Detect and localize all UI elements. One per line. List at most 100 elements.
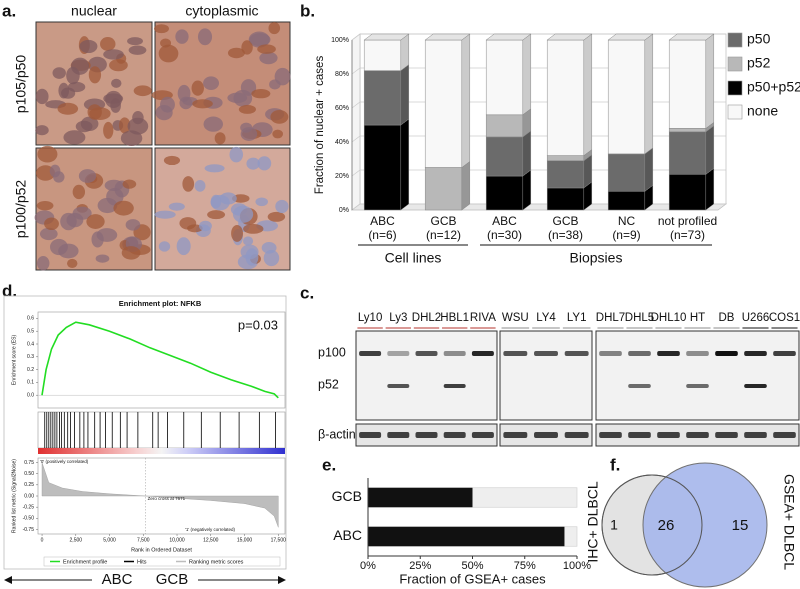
band xyxy=(744,384,767,388)
bar-segment xyxy=(546,155,585,161)
cell-nucleus xyxy=(120,130,143,147)
cell-nucleus xyxy=(86,214,105,229)
bar-segment xyxy=(485,136,524,177)
band xyxy=(387,432,410,438)
cell-nucleus xyxy=(88,66,102,84)
x-tick-label: 2,500 xyxy=(70,537,83,543)
cell-nucleus xyxy=(191,80,204,96)
y-tick-label: 60% xyxy=(335,105,349,112)
direction-label: ABC xyxy=(102,571,133,588)
cell-nucleus xyxy=(243,223,264,234)
y-tick-label: ABC xyxy=(333,527,362,543)
cell-nucleus xyxy=(121,246,141,260)
legend-label: none xyxy=(747,103,778,119)
y-tick-label: 0.5 xyxy=(27,329,34,335)
lane-label: WSU xyxy=(502,312,529,324)
bar-segment xyxy=(668,39,707,129)
y-axis-label: Ranked list metric (Signal2Noise) xyxy=(11,459,17,533)
legend-swatch xyxy=(727,56,743,72)
bar-segment xyxy=(668,128,707,133)
band xyxy=(387,351,410,356)
x-tick-note: (n=38) xyxy=(548,228,583,242)
cell-nucleus xyxy=(79,39,98,54)
y-tick-label: -0.25 xyxy=(23,505,35,511)
row-label: β-actin xyxy=(318,427,356,441)
band xyxy=(686,351,709,356)
x-tick-label: 25% xyxy=(409,560,431,572)
x-tick-label: ABC xyxy=(492,214,517,228)
bar-segment xyxy=(363,124,402,211)
bar-segment xyxy=(363,70,402,126)
x-axis-label: Rank in Ordered Dataset xyxy=(131,547,192,553)
lane-label: LY4 xyxy=(536,312,556,324)
cell-nucleus xyxy=(177,84,191,102)
band xyxy=(715,432,738,438)
cell-nucleus xyxy=(267,211,286,222)
lane-label: DHL10 xyxy=(651,312,687,324)
arrow-head xyxy=(4,576,12,584)
bar-side xyxy=(522,130,532,177)
row-label: p100 xyxy=(318,345,346,359)
panel-label: c. xyxy=(300,283,314,302)
cell-nucleus xyxy=(270,110,289,124)
venn-count: 1 xyxy=(610,517,618,533)
cell-nucleus xyxy=(63,130,86,145)
cell-nucleus xyxy=(154,24,169,34)
cell-nucleus xyxy=(257,44,276,54)
bar-segment xyxy=(546,187,585,211)
metric-area xyxy=(41,462,279,528)
y-tick-label: 20% xyxy=(335,173,349,180)
bar-side xyxy=(644,33,654,155)
bar-segment xyxy=(607,39,646,155)
venn-count: 15 xyxy=(732,517,749,534)
cell-nucleus xyxy=(255,197,268,207)
band xyxy=(773,432,796,438)
bar-side xyxy=(705,33,715,129)
cell-nucleus xyxy=(111,78,122,88)
lane-label: U266 xyxy=(742,312,770,324)
set-label: IHC+ DLBCL xyxy=(585,481,601,563)
x-tick-label: 100% xyxy=(563,560,591,572)
bar-side xyxy=(400,118,410,211)
x-tick-label: 0 xyxy=(41,537,44,543)
cell-nucleus xyxy=(125,219,141,231)
cell-nucleus xyxy=(168,202,185,211)
band xyxy=(599,351,622,356)
cell-nucleus xyxy=(66,258,78,268)
cell-nucleus xyxy=(176,237,191,256)
grid-line xyxy=(351,101,726,109)
cell-nucleus xyxy=(192,99,213,109)
bar-top xyxy=(607,33,654,41)
band xyxy=(534,432,558,438)
cell-nucleus xyxy=(66,212,84,228)
legend-label: Enrichment profile xyxy=(63,559,107,565)
cell-nucleus xyxy=(109,59,128,72)
annotation: p=0.03 xyxy=(238,317,278,332)
cell-nucleus xyxy=(37,145,58,163)
band xyxy=(359,351,382,356)
bar-segment xyxy=(485,39,524,116)
x-tick-label: 0% xyxy=(360,560,376,572)
cell-nucleus xyxy=(160,96,175,113)
row-label: p105/p50 xyxy=(13,55,29,114)
cell-nucleus xyxy=(198,220,212,232)
lane-label: HT xyxy=(690,312,705,324)
lane-label: HBL1 xyxy=(440,312,469,324)
cell-nucleus xyxy=(113,200,134,216)
cell-nucleus xyxy=(232,205,254,223)
x-tick-label: 5,000 xyxy=(103,537,116,543)
band xyxy=(657,432,680,438)
band xyxy=(686,384,709,388)
bar-segment xyxy=(546,39,585,156)
cell-nucleus xyxy=(91,231,104,248)
band xyxy=(744,351,767,356)
set-label: GSEA+ DLBCL xyxy=(781,474,797,570)
legend-label: p50 xyxy=(747,31,771,47)
hits-frame xyxy=(37,411,286,449)
x-tick-note: (n=73) xyxy=(670,228,705,242)
band xyxy=(534,351,558,356)
y-tick-label: 0.3 xyxy=(27,354,34,360)
cell-nucleus xyxy=(71,57,89,75)
bar-segment xyxy=(607,153,646,192)
cell-nucleus xyxy=(194,180,206,192)
